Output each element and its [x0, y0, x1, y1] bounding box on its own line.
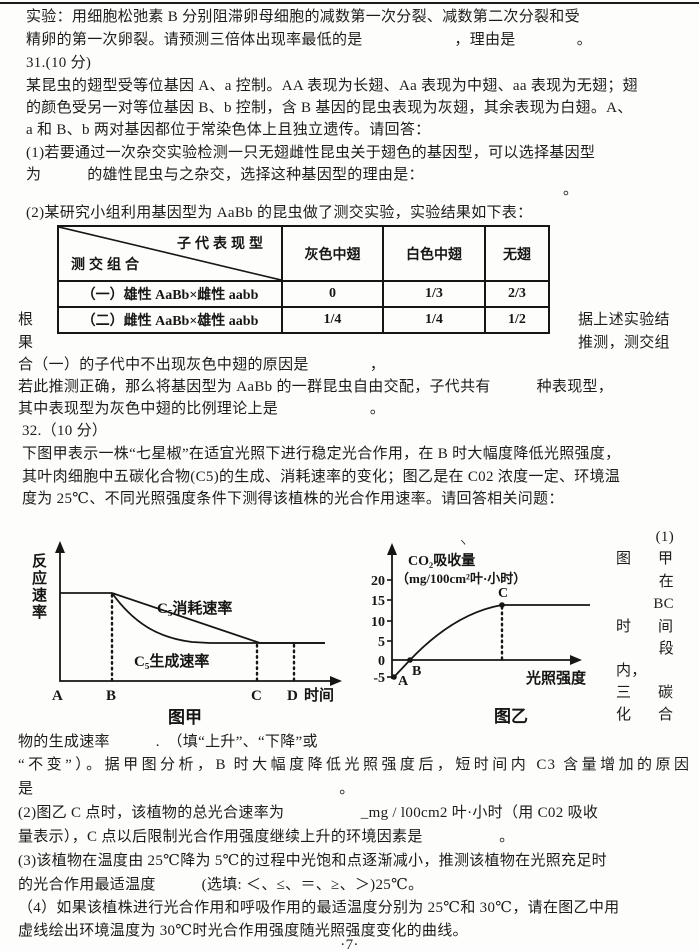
text-line: 内，	[616, 663, 647, 679]
y-axis-arrow	[387, 543, 397, 555]
text-line: (1)若要通过一次杂交实验检测一只无翅雌性昆虫关于翅色的基因型，可以选择基因型	[26, 145, 596, 161]
text-line: 根	[18, 312, 34, 328]
text-line: 物的生成速率 . （填“上升”、“下降”或	[18, 734, 318, 750]
text-line: 某昆虫的翅型受等位基因 A、a 控制。AA 表现为长翅、Aa 表现为中翅、aa …	[26, 78, 638, 94]
point-label-A: A	[398, 674, 409, 689]
text-line: a 和 B、b 两对基因都位于常染色体上且独立遗传。请回答：	[26, 122, 431, 138]
table-column-header: 白色中翅	[382, 225, 486, 282]
text-line: 果	[18, 335, 34, 351]
phenotype-ratio-cell: 1/4	[281, 306, 384, 334]
text-line: 32.（10 分）	[22, 423, 108, 439]
y-tick-marks	[387, 579, 392, 678]
text-line: 。	[563, 182, 579, 198]
text-line: 三碳	[616, 685, 674, 701]
x-axis-label: 光照强度	[525, 669, 587, 687]
text-line: 其叶肉细胞中五碳化合物(C5)的生成、消耗速率的变化；图乙是在 C02 浓度一定…	[22, 469, 621, 485]
text-line: BC	[653, 596, 674, 612]
text-line: （4）如果该植株进行光合作用和呼吸作用的最适温度分别为 25℃和 30℃，请在图…	[18, 900, 620, 916]
y-tick-20: 20	[371, 574, 385, 589]
text-line: 为 的雄性昆虫与之杂交，选择这种基因型的理由是：	[26, 167, 424, 183]
text-line: 合（一）的子代中不出现灰色中翅的原因是 ，	[18, 357, 386, 373]
point-C	[499, 602, 505, 608]
page-top-rule	[0, 2, 699, 4]
x-axis-arrow	[570, 655, 582, 665]
text-line: 是 。	[18, 781, 355, 797]
y-tick-10: 10	[371, 615, 385, 630]
testcross-table: 子代表现型 测交组合 灰色中翅 白色中翅 无翅 （一）雄性 AaBb×雌性 aabb…	[57, 225, 550, 334]
point-label-C: C	[498, 586, 508, 601]
text-line: (2)图乙 C 点时，该植物的总光合速率为 _mg / l00cm2 叶·小时（…	[18, 805, 599, 821]
x-axis-arrow	[330, 676, 342, 686]
text-line: 的颜色受另一对等位基因 B、b 控制，含 B 基因的昆虫表现为灰翅，其余表现为白…	[26, 100, 633, 116]
text-line: 图甲	[616, 551, 674, 567]
table-diagonal-header-cell: 子代表现型 测交组合	[57, 225, 283, 282]
phenotype-ratio-cell: 0	[281, 280, 384, 308]
text-line: (1)	[655, 529, 674, 545]
text-line: 时间	[616, 619, 674, 635]
text-line: 推测，测交组	[578, 335, 670, 351]
point-B	[407, 657, 413, 663]
text-line: 度为 25℃、不同光照强度条件下测得该植株的光合作用速率。请回答相关问题：	[22, 491, 564, 507]
table-column-header: 无翅	[484, 225, 550, 282]
text-line: 其中表现型为灰色中翅的比例理论上是 。	[18, 401, 386, 417]
text-line: 虚线绘出环境温度为 30℃时光合作用强度随光照强度变化的曲线。	[18, 923, 468, 939]
text-line: (2)某研究小组利用基因型为 AaBb 的昆虫做了测交实验，实验结果如下表：	[26, 205, 533, 221]
y-axis-arrow	[55, 541, 65, 553]
y-axis-units: （mg/100cm²叶·小时）	[396, 571, 526, 586]
cross-combination-label: （一）雄性 AaBb×雌性 aabb	[57, 280, 283, 308]
point-label-B: B	[412, 664, 421, 679]
text-line: 量表示），C 点以后限制光合作用强度继续上升的环境因素是 。	[18, 829, 515, 845]
c5-generation-curve	[111, 592, 325, 644]
y-tick-5: 5	[378, 635, 385, 650]
text-line: 若此推测正确，那么将基因型为 AaBb 的一群昆虫自由交配，子代共有 种表现型，	[18, 379, 614, 395]
text-line: 精卵的第一次卵裂。请预测三倍体出现率最低的是 ，理由是 。	[26, 32, 593, 48]
y-tick-neg5: -5	[373, 671, 385, 686]
table-row: （二）雌性 AaBb×雄性 aabb 1/4 1/4 1/2	[57, 306, 550, 334]
text-line: 段	[658, 641, 674, 657]
chart-yi-co2-uptake: 20 15 10 5 0 -5 CO₂吸收量 （mg/100cm²叶·小时） A…	[371, 543, 590, 726]
diagonal-line	[60, 228, 280, 279]
point-A	[391, 674, 397, 680]
table-row: （一）雄性 AaBb×雌性 aabb 0 1/3 2/3	[57, 280, 550, 308]
phenotype-ratio-cell: 1/4	[382, 306, 486, 334]
text-line: 实验：用细胞松弛素 B 分别阻滞卵母细胞的减数第一次分裂、减数第二次分裂和受	[26, 9, 580, 25]
y-axis-label: CO₂吸收量	[408, 552, 475, 569]
chart-jia-reaction-rate: 反应速率 C₅消耗速率 C₅生成速率 A B C D 时间 图甲	[30, 541, 342, 727]
series-label-c5-generation: C₅生成速率	[134, 652, 209, 670]
series-label-c5-consumption: C₅消耗速率	[157, 599, 232, 617]
x-tick-C: C	[251, 688, 262, 704]
chart-caption: 图甲	[168, 708, 202, 727]
text-line: 在	[658, 574, 674, 590]
text-line: ·7·	[340, 937, 359, 951]
cross-combination-label: （二）雌性 AaBb×雄性 aabb	[57, 306, 283, 334]
text-line: ヽ	[458, 538, 469, 549]
y-tick-15: 15	[371, 594, 385, 609]
y-tick-0: 0	[378, 654, 385, 669]
table-header-offspring-phenotype: 子代表现型	[177, 237, 267, 252]
x-tick-D: D	[287, 688, 298, 704]
text-line: 下图甲表示一株“七星椒”在适宜光照下进行稳定光合作用，在 B 时大幅度降低光照强…	[22, 446, 621, 462]
text-line: (3)该植物在温度由 25℃降为 5℃的过程中光饱和点逐渐减小，推测该植物在光照…	[18, 853, 607, 869]
text-line: 化合	[616, 707, 674, 723]
phenotype-ratio-cell: 1/3	[382, 280, 486, 308]
phenotype-ratio-cell: 2/3	[484, 280, 550, 308]
photosynthesis-curve	[393, 604, 590, 678]
phenotype-ratio-cell: 1/2	[484, 306, 550, 334]
text-line: 据上述实验结	[578, 312, 670, 328]
text-line: “不变”）。据甲图分析，B 时大幅度降低光照强度后，短时间内 C3 含量增加的原…	[18, 757, 690, 773]
table-header-cross-combination: 测交组合	[71, 258, 143, 273]
text-line: 的光合作用最适温度 (选填: ＜、≤、＝、≥、＞)25℃。	[18, 877, 424, 893]
x-tick-A: A	[52, 688, 63, 704]
table-column-header: 灰色中翅	[281, 225, 384, 282]
x-axis-label: 时间	[304, 686, 334, 704]
text-line: 31.(10 分)	[26, 55, 92, 71]
y-axis-label: 反应速率	[30, 553, 47, 621]
chart-caption: 图乙	[494, 707, 528, 726]
x-tick-B: B	[106, 688, 116, 704]
